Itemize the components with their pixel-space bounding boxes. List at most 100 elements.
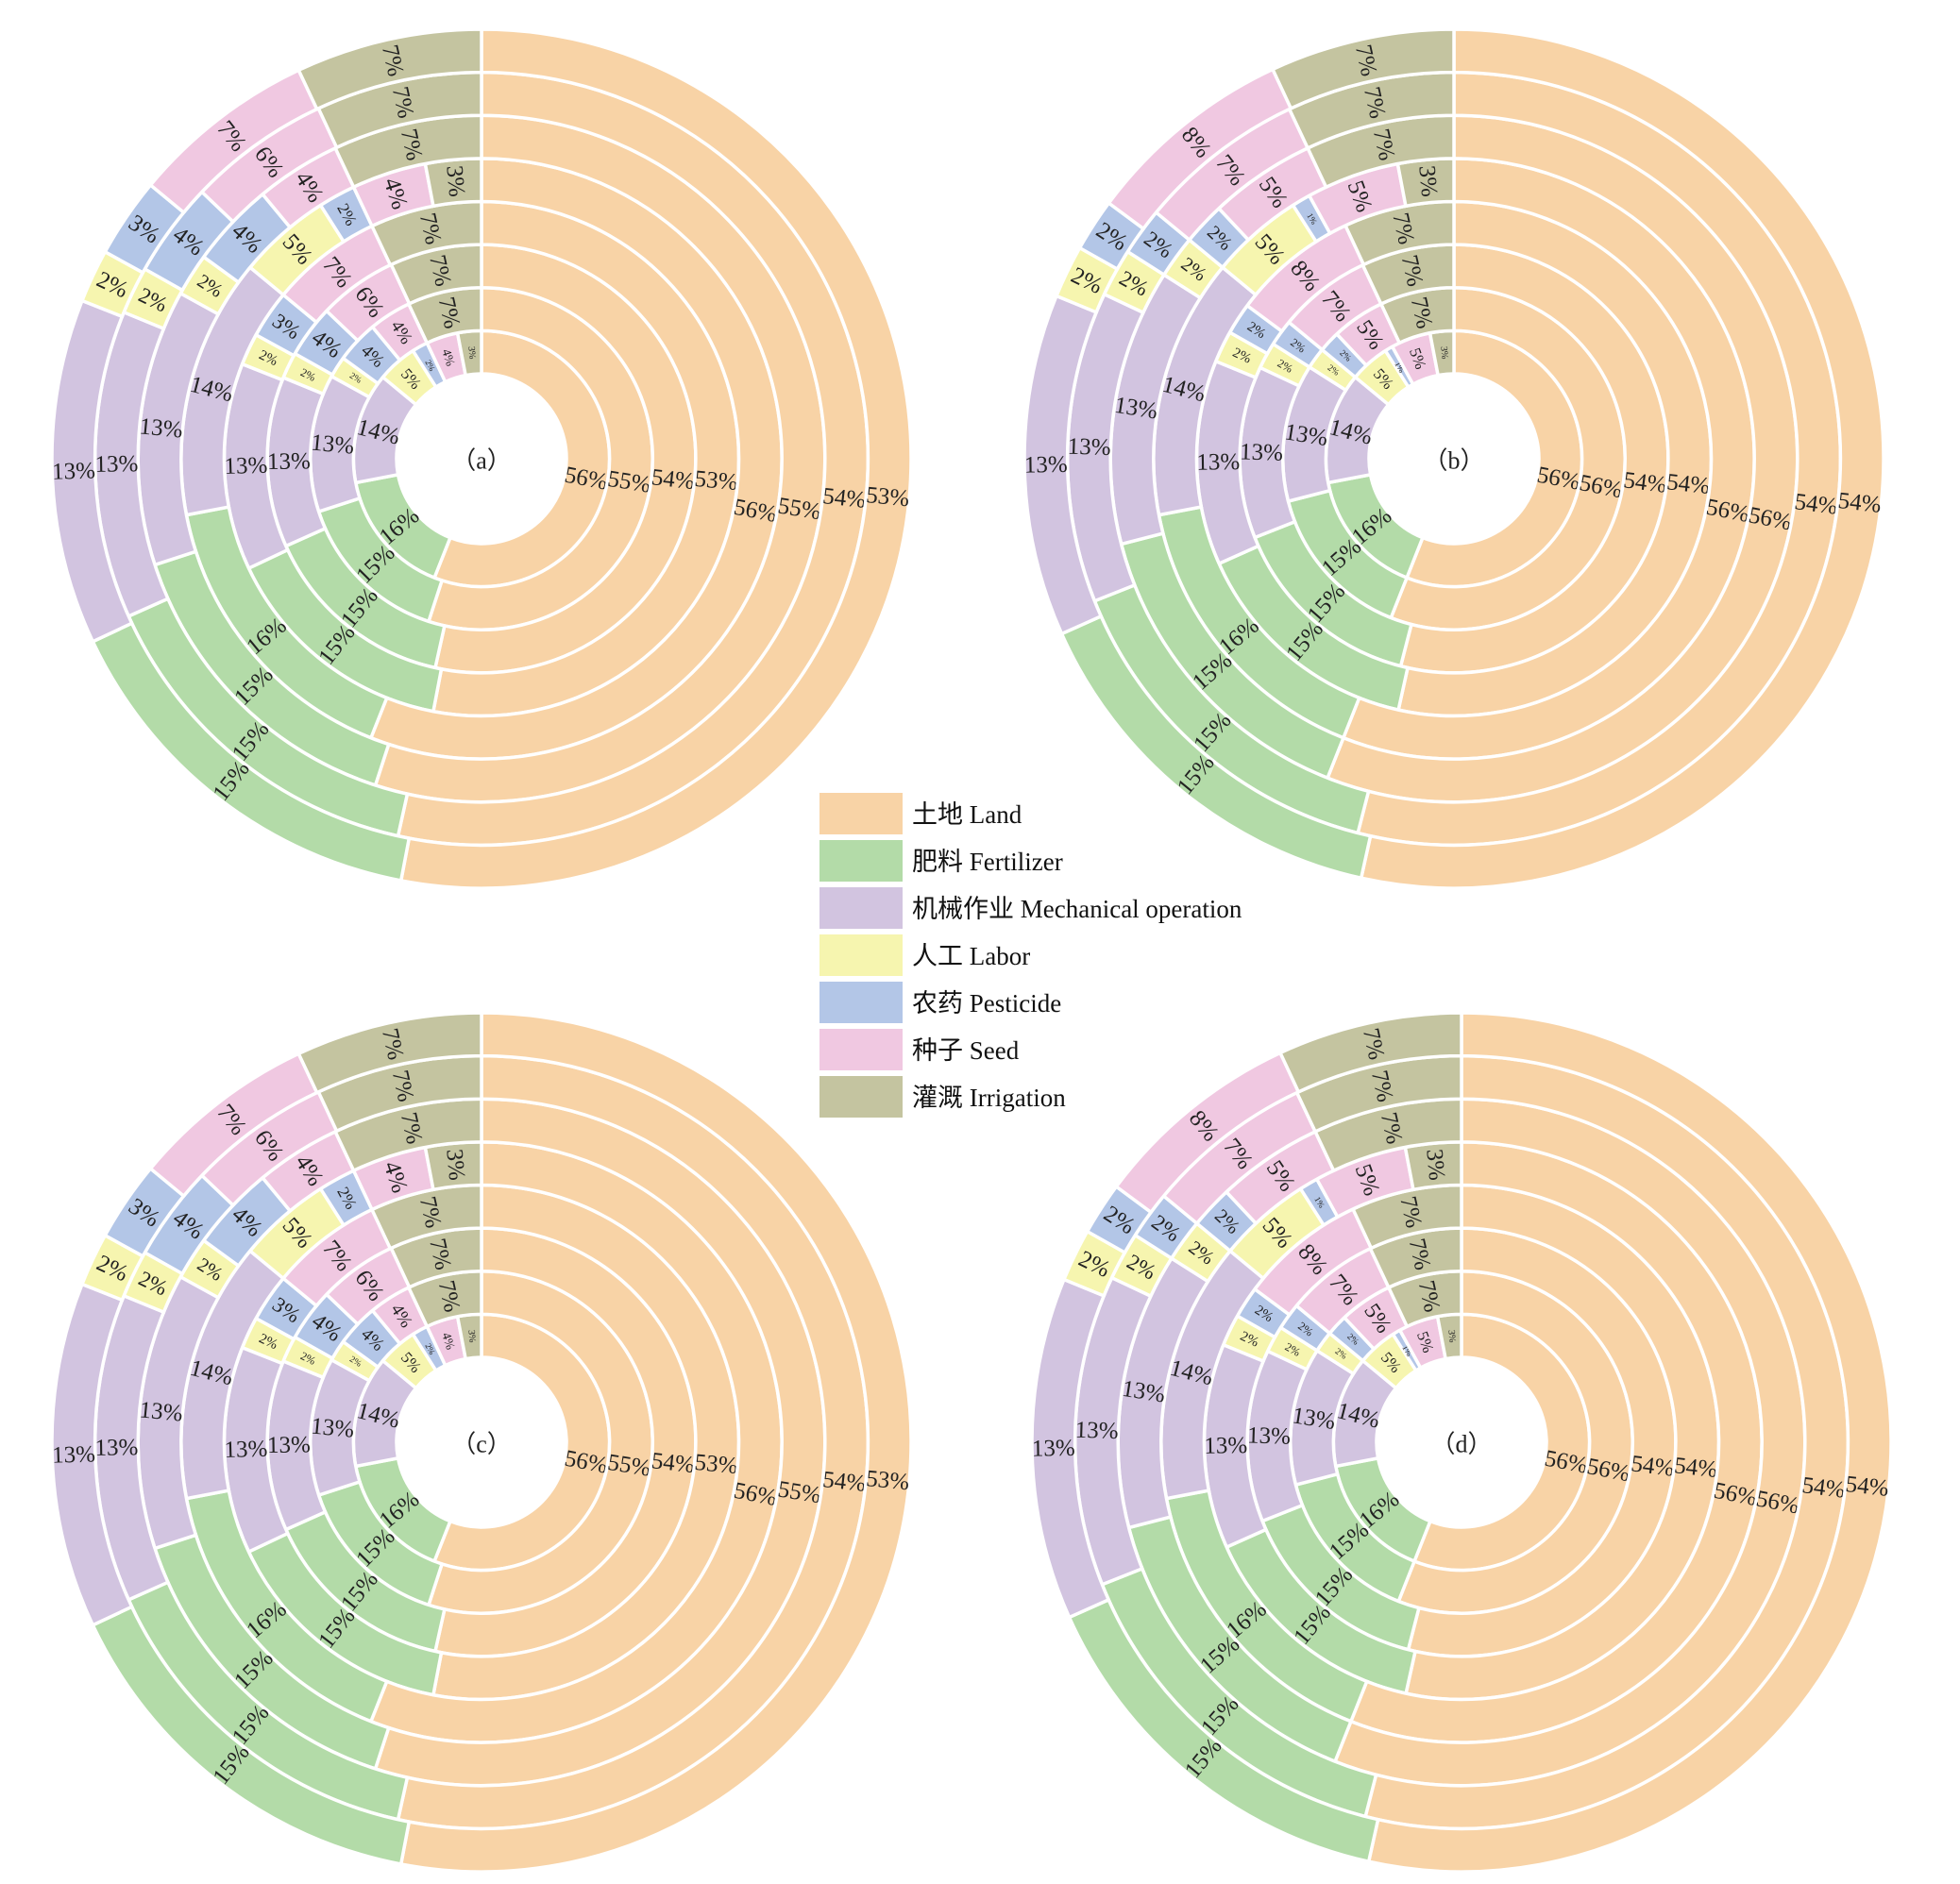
donut-chart-3: 56%16%14%5%2% 4% 3%55%15%13%2%4%4%7%54%15%… [50,1011,913,1874]
data-label-mechanical: 13% [1024,452,1068,479]
legend-swatch [819,1029,903,1070]
data-label-land: 53% [693,1450,738,1479]
data-label-labor: 2% [257,347,280,369]
data-label-irrigation: 3% [441,164,469,198]
data-label-labor: 2% [1276,357,1295,376]
legend-item-pesticide: 农药 Pesticide [819,982,1061,1023]
slice-irrigation [296,27,483,111]
chart-panel-label: （d） [1430,1431,1492,1458]
legend-swatch [819,887,903,929]
legend-item-fertilizer: 肥料 Fertilizer [819,840,1063,882]
ring-5: 56%16%14%5%1%5% 3% [1159,1140,1764,1744]
data-label-mechanical: 13% [1240,439,1284,465]
chart-panel-label: （a） [451,447,512,475]
data-label-mechanical: 13% [224,1437,268,1463]
data-label-mechanical: 13% [138,413,183,443]
legend-item-mechanical: 机械作业 Mechanical operation [819,887,1242,929]
legend-label: 人工 Labor [912,942,1030,970]
data-label-irrigation: 3% [465,345,477,360]
data-label-mechanical: 13% [1247,1422,1292,1449]
ring-3: 54%15%13%2%2%7%7% [1245,1226,1678,1658]
legend-label: 肥料 Fertilizer [912,848,1063,876]
legend-item-seed: 种子 Seed [819,1029,1020,1070]
legend-item-land: 土地 Land [819,793,1022,834]
data-label-mechanical: 13% [1032,1436,1075,1462]
data-label-labor: 2% [1230,345,1254,367]
data-label-irrigation: 3% [465,1329,477,1343]
data-label-mechanical: 13% [1196,449,1240,476]
data-label-mechanical: 13% [310,1413,355,1442]
data-label-land: 54% [1844,1472,1889,1502]
data-label-mechanical: 13% [1204,1433,1247,1459]
legend-label: 种子 Seed [912,1036,1020,1065]
legend-label: 灌溉 Irrigation [912,1084,1066,1112]
data-label-labor: 2% [1283,1340,1303,1359]
data-label-land: 54% [1622,467,1668,498]
data-label-land: 54% [651,464,696,495]
legend-swatch [819,840,903,882]
ring-6: 56%15%13%2%2%5%7% [1116,1097,1807,1788]
data-label-mechanical: 13% [267,448,311,475]
ring-7: 54%15%13%2%2%7%7% [1073,1053,1850,1831]
slice-irrigation [1277,1011,1463,1095]
ring-4: 54%15%13%2%2%8%7% [1202,1183,1721,1702]
ring-6: 55%15%13%2%4%4%7% [136,113,827,804]
data-label-labor: 2% [257,1331,280,1353]
data-label-mechanical: 13% [1067,434,1111,461]
data-label-irrigation: 3% [441,1148,469,1182]
data-label-land: 53% [693,466,738,496]
slice-land [398,27,913,890]
donut-chart-2: 56%16%14%5%1% 5% 3%56%15%13%2%2%5%7%54%15%… [1022,27,1885,890]
data-label-irrigation: 3% [1421,1148,1449,1182]
legend-swatch [819,793,903,834]
data-label-mechanical: 13% [94,451,138,478]
data-label-land: 53% [865,1466,910,1495]
data-label-labor: 2% [298,365,318,384]
legend-item-irrigation: 灌溉 Irrigation [819,1076,1066,1118]
legend-swatch [819,982,903,1023]
data-label-mechanical: 13% [310,429,355,459]
chart-panel-label: （b） [1423,447,1484,475]
data-label-land: 54% [1800,1472,1847,1504]
slice-irrigation [1270,27,1456,111]
legend: 土地 Land 肥料 Fertilizer 机械作业 Mechanical oper… [819,793,1242,1118]
data-label-labor: 2% [298,1349,318,1368]
ring-8: 54%15%13%2%2%8%7% [1030,1011,1893,1874]
slice-land [398,1011,913,1874]
legend-swatch [819,934,903,976]
data-label-land: 53% [865,482,910,512]
data-label-irrigation: 3% [1438,345,1449,360]
data-label-land: 54% [821,1467,867,1497]
ring-7: 54%15%13%2%4%6%7% [93,70,870,848]
slice-irrigation [296,1011,483,1095]
data-label-land: 54% [1793,489,1839,520]
legend-label: 农药 Pesticide [912,989,1061,1018]
data-label-irrigation: 3% [1413,164,1442,198]
ring-7: 54%15%13%2%4%6%7% [93,1053,870,1831]
ring-1: 56%16%14%5%1% 5% 3% [1324,328,1584,589]
data-label-seed: 4% [439,347,458,368]
data-label-mechanical: 13% [138,1397,183,1426]
ring-4: 53%15%13%2%3%7%7% [222,199,741,718]
ring-3: 54%15%13%2%2%7%7% [1238,243,1670,675]
data-label-land: 54% [651,1448,696,1478]
data-label-mechanical: 13% [267,1432,311,1458]
ring-8: 53%15%13%2%3%7%7% [50,27,913,890]
donut-chart-1: 56%16%14%5%2% 4% 3%55%15%13%2%4%4%7%54%15%… [50,27,913,890]
data-label-mechanical: 13% [224,453,268,479]
data-label-irrigation: 3% [1445,1329,1457,1343]
ring-8: 53%15%13%2%3%7%7% [50,1011,913,1874]
data-label-land: 54% [1665,469,1711,499]
data-label-seed: 4% [439,1331,458,1352]
ring-5: 56%16%14%5%2%4% 3% [179,157,784,761]
data-label-land: 54% [1630,1451,1676,1482]
ring-8: 54%15%13%2%2%8%7% [1022,27,1885,890]
data-label-land: 54% [1836,488,1882,518]
data-label-labor: 2% [1238,1329,1261,1351]
legend-swatch [819,1076,903,1118]
data-label-land: 54% [821,483,867,513]
data-label-mechanical: 13% [52,458,96,484]
ring-3: 54%15%13%2%4%6%7% [265,243,698,675]
donut-chart-4: 56%16%14%5%1% 5% 3%56%15%13%2%2%5%7%54%15%… [1030,1011,1893,1874]
